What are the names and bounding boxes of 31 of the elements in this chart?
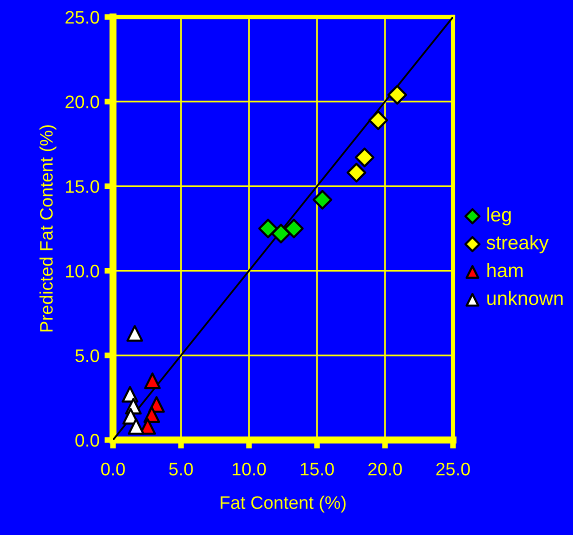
y-tick-label: 15.0 [66,180,100,193]
legend-label: unknown [487,290,563,306]
point [312,190,332,210]
legend-label: leg [487,207,511,226]
x-tick-label: 20.0 [368,462,402,476]
point [139,418,156,435]
point [387,85,408,105]
point [354,148,374,168]
point [126,325,144,342]
point [271,224,291,244]
x-tick-label: 15.0 [300,462,334,476]
y-tick-label: 25.0 [66,10,100,24]
point [346,162,366,182]
point [258,218,278,238]
legend-label: streaky [486,235,549,254]
x-tick-label: 25.0 [436,462,470,476]
x-tick-label: 10.0 [232,462,266,476]
point [144,372,161,390]
legend-label: ham [487,262,523,278]
point [122,386,138,403]
point [128,418,144,435]
y-tick-label: 20.0 [66,96,100,108]
y-tick-label: 5.0 [75,349,100,362]
x-tick-label: 5.0 [169,462,193,476]
y-axis-title: Predicted Fat Content (%) [40,125,56,332]
point [284,218,304,238]
y-tick-label: 0.0 [75,434,100,447]
point [368,110,388,130]
x-tick-label: 0.0 [101,462,125,476]
x-axis-title: Fat Content (%) [220,496,346,513]
y-tick-label: 10.0 [66,264,100,278]
